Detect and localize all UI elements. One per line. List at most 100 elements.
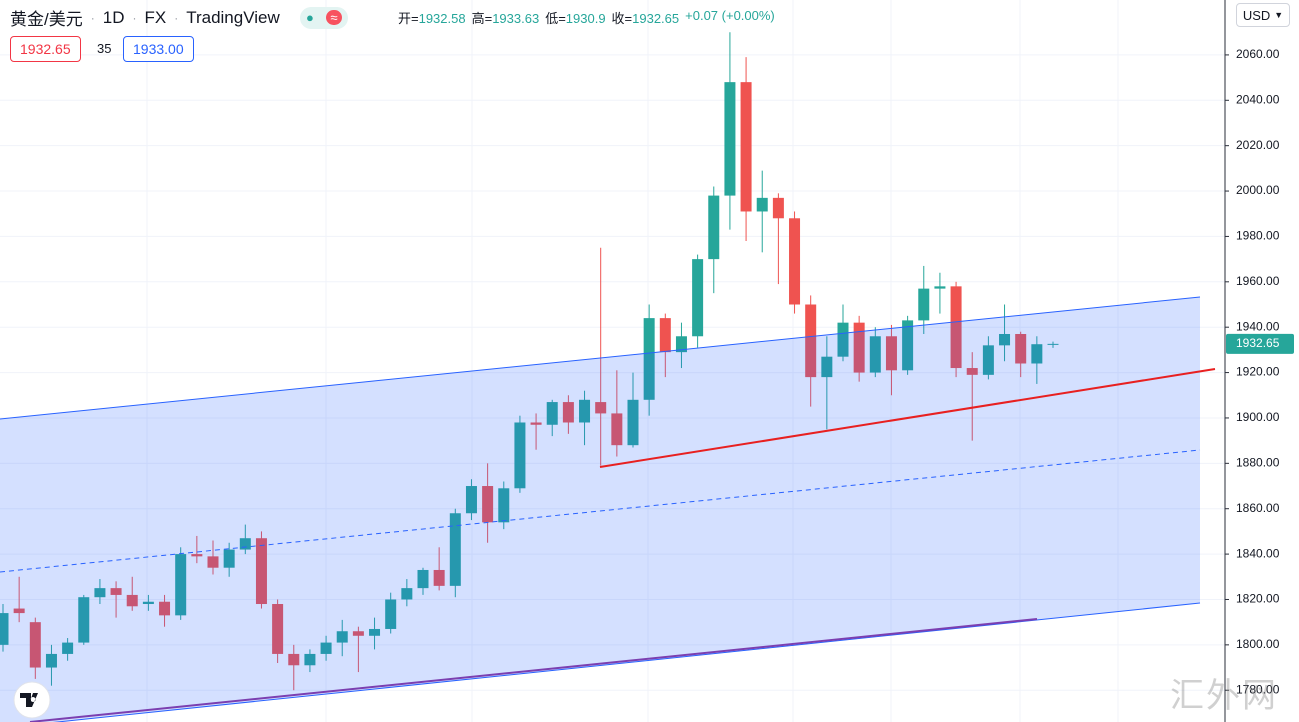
candle-body <box>675 336 687 353</box>
separator: · <box>132 10 137 25</box>
exchange: FX <box>144 7 167 27</box>
price-axis: 1780.00 1800.00 1820.00 1840.00 1860.00 1880.… <box>1225 47 1294 696</box>
candle-body <box>498 488 510 523</box>
y-tick-label: 2020.00 <box>1236 138 1280 152</box>
candle-body <box>885 336 897 371</box>
last-price-tag <box>1226 333 1294 354</box>
candle-body <box>175 554 187 616</box>
value: 1932.65 <box>632 11 680 26</box>
y-tick-label: 2040.00 <box>1236 92 1280 106</box>
price-grid <box>0 54 1225 691</box>
candle-body <box>643 318 655 400</box>
tv-logo <box>13 681 51 719</box>
candle-body <box>982 345 994 375</box>
label: 开= <box>398 11 419 26</box>
candle-body <box>724 82 736 196</box>
ohlc-item: 收=1932.65 <box>612 8 680 27</box>
value: 1930.9 <box>565 11 606 26</box>
candle-body <box>756 197 768 212</box>
sell-button[interactable]: 1932.65 <box>10 36 81 62</box>
spread: 35 <box>97 41 112 56</box>
label: 收= <box>611 11 633 26</box>
candle-body <box>159 601 171 616</box>
candle-body <box>692 259 704 337</box>
candle-body <box>223 549 235 568</box>
candle-body <box>999 333 1011 346</box>
candle-body <box>78 597 90 643</box>
y-tick-label: 1940.00 <box>1236 319 1280 333</box>
candle-body <box>869 336 881 373</box>
label: 低= <box>545 11 566 26</box>
candle-body <box>546 402 558 425</box>
candle-body <box>62 642 74 654</box>
candle-body <box>837 322 849 357</box>
replay-icon: ≈ <box>326 10 342 25</box>
candle-body <box>352 631 364 636</box>
symbol-header: 黄金/美元 · 1D · FX · TradingView ● ≈ <box>10 5 348 30</box>
candle-body <box>191 554 203 557</box>
candle-body <box>45 653 57 668</box>
y-tick-label: 1820.00 <box>1236 592 1280 606</box>
channel-fill <box>0 297 1200 722</box>
candles <box>0 32 1059 691</box>
candle-body <box>902 320 914 371</box>
last-price-label: 1932.65 <box>1236 336 1280 350</box>
status-toggle[interactable]: ● ≈ <box>299 6 348 29</box>
separator: · <box>90 10 95 25</box>
candle-body <box>29 622 41 668</box>
candle-body <box>401 588 413 600</box>
currency: USD <box>1242 7 1271 23</box>
candle-body <box>369 628 381 636</box>
candle-body <box>320 642 332 654</box>
candle-body <box>417 569 429 589</box>
y-tick-label: 1980.00 <box>1236 229 1280 243</box>
interval[interactable]: 1D <box>102 7 125 27</box>
candle-body <box>336 631 348 643</box>
ohlc-item: 低=1930.9 <box>545 8 605 27</box>
candle-body <box>772 197 784 219</box>
watermark: 汇外网 <box>1170 676 1278 716</box>
candle-body <box>579 399 591 423</box>
candle-body <box>449 513 461 586</box>
change: +0.07 (+0.00%) <box>685 8 775 23</box>
ohlc-item: 高=1933.63 <box>472 8 540 27</box>
candle-body <box>465 486 477 514</box>
candle-body <box>821 356 833 378</box>
y-tick-label: 1880.00 <box>1236 456 1280 470</box>
label: 高= <box>471 11 493 26</box>
candle-body <box>708 195 720 260</box>
value: 1933.63 <box>492 11 540 26</box>
candle-body <box>805 304 817 378</box>
symbol[interactable]: 黄金/美元 <box>10 10 83 29</box>
candle-body <box>255 538 267 605</box>
value: 1932.58 <box>418 11 466 26</box>
candle-body <box>611 413 623 446</box>
ohlc-legend: 开=1932.58 高=1933.63 低=1930.9 收=1932.65 +… <box>398 8 775 27</box>
source: TradingView <box>186 7 280 27</box>
y-tick-label: 1840.00 <box>1236 546 1280 560</box>
candle-body <box>142 601 154 605</box>
candle-body <box>595 402 607 414</box>
y-tick-label: 1900.00 <box>1236 410 1280 424</box>
candle-body <box>1015 333 1027 364</box>
buy-button[interactable]: 1933.00 <box>123 36 194 62</box>
candle-body <box>207 556 219 568</box>
candle-body <box>0 613 9 645</box>
candle-body <box>13 608 25 614</box>
status-dot: ● <box>306 10 314 25</box>
channel-mid <box>0 449 1201 573</box>
candle-body <box>272 604 284 654</box>
channel-top <box>0 296 1201 420</box>
candle-body <box>966 368 978 375</box>
candle-body <box>1047 343 1059 345</box>
ohlc-item: 开=1932.58 <box>398 8 466 27</box>
candle-body <box>482 486 494 523</box>
currency-select[interactable]: USD ▼ <box>1236 3 1290 27</box>
candle-body <box>304 653 316 666</box>
candle-body <box>789 218 801 305</box>
candle-body <box>934 286 946 289</box>
candle-body <box>918 288 930 321</box>
y-tick-label: 2000.00 <box>1236 183 1280 197</box>
y-tick-label: 1780.00 <box>1236 682 1280 696</box>
